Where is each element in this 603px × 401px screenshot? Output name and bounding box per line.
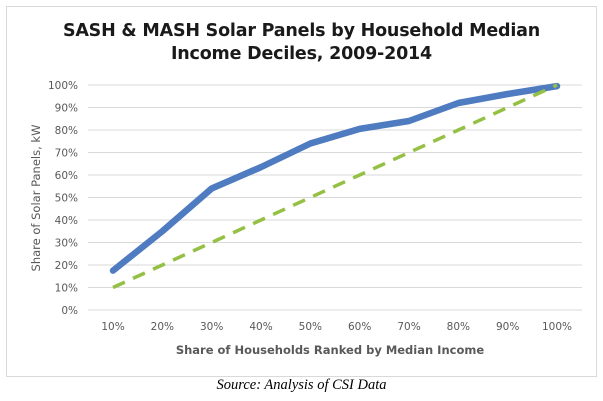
y-axis-ticks: 0% 10% 20% 30% 40% 50% 60% 70% 80% 90% 100% bbox=[48, 80, 78, 317]
equality-line bbox=[112, 83, 558, 290]
y-tick-label: 10% bbox=[55, 283, 78, 295]
x-tick-label: 100% bbox=[542, 321, 572, 333]
x-axis-ticks: 10% 20% 30% 40% 50% 60% 70% 80% 90% 100% bbox=[101, 321, 572, 333]
source-caption: Source: Analysis of CSI Data bbox=[216, 377, 387, 393]
x-tick-label: 40% bbox=[249, 321, 272, 333]
chart-title-line1: SASH & MASH Solar Panels by Household Me… bbox=[62, 21, 541, 41]
y-tick-label: 90% bbox=[55, 103, 78, 115]
y-tick-label: 0% bbox=[61, 305, 78, 317]
y-tick-label: 40% bbox=[55, 215, 78, 227]
x-tick-label: 90% bbox=[496, 321, 519, 333]
x-tick-label: 20% bbox=[151, 321, 174, 333]
y-tick-label: 100% bbox=[48, 80, 78, 92]
chart-title-line2: Income Deciles, 2009-2014 bbox=[170, 44, 433, 64]
y-tick-label: 80% bbox=[55, 125, 78, 137]
series-lines bbox=[109, 82, 561, 290]
x-tick-label: 30% bbox=[200, 321, 223, 333]
x-tick-label: 50% bbox=[299, 321, 322, 333]
chart-title: SASH & MASH Solar Panels by Household Me… bbox=[0, 20, 603, 66]
y-tick-label: 30% bbox=[55, 238, 78, 250]
y-axis-title: Share of Solar Panels, kW bbox=[29, 125, 43, 272]
y-tick-label: 50% bbox=[55, 193, 78, 205]
x-tick-label: 10% bbox=[101, 321, 124, 333]
gridlines bbox=[88, 84, 582, 311]
y-tick-label: 60% bbox=[55, 170, 78, 182]
y-tick-label: 70% bbox=[55, 148, 78, 160]
x-tick-label: 70% bbox=[397, 321, 420, 333]
x-tick-label: 60% bbox=[348, 321, 371, 333]
solar-share-line bbox=[109, 82, 561, 274]
x-tick-label: 80% bbox=[447, 321, 470, 333]
chart-frame bbox=[6, 6, 597, 377]
y-tick-label: 20% bbox=[55, 260, 78, 272]
x-axis-title: Share of Households Ranked by Median Inc… bbox=[176, 343, 485, 357]
